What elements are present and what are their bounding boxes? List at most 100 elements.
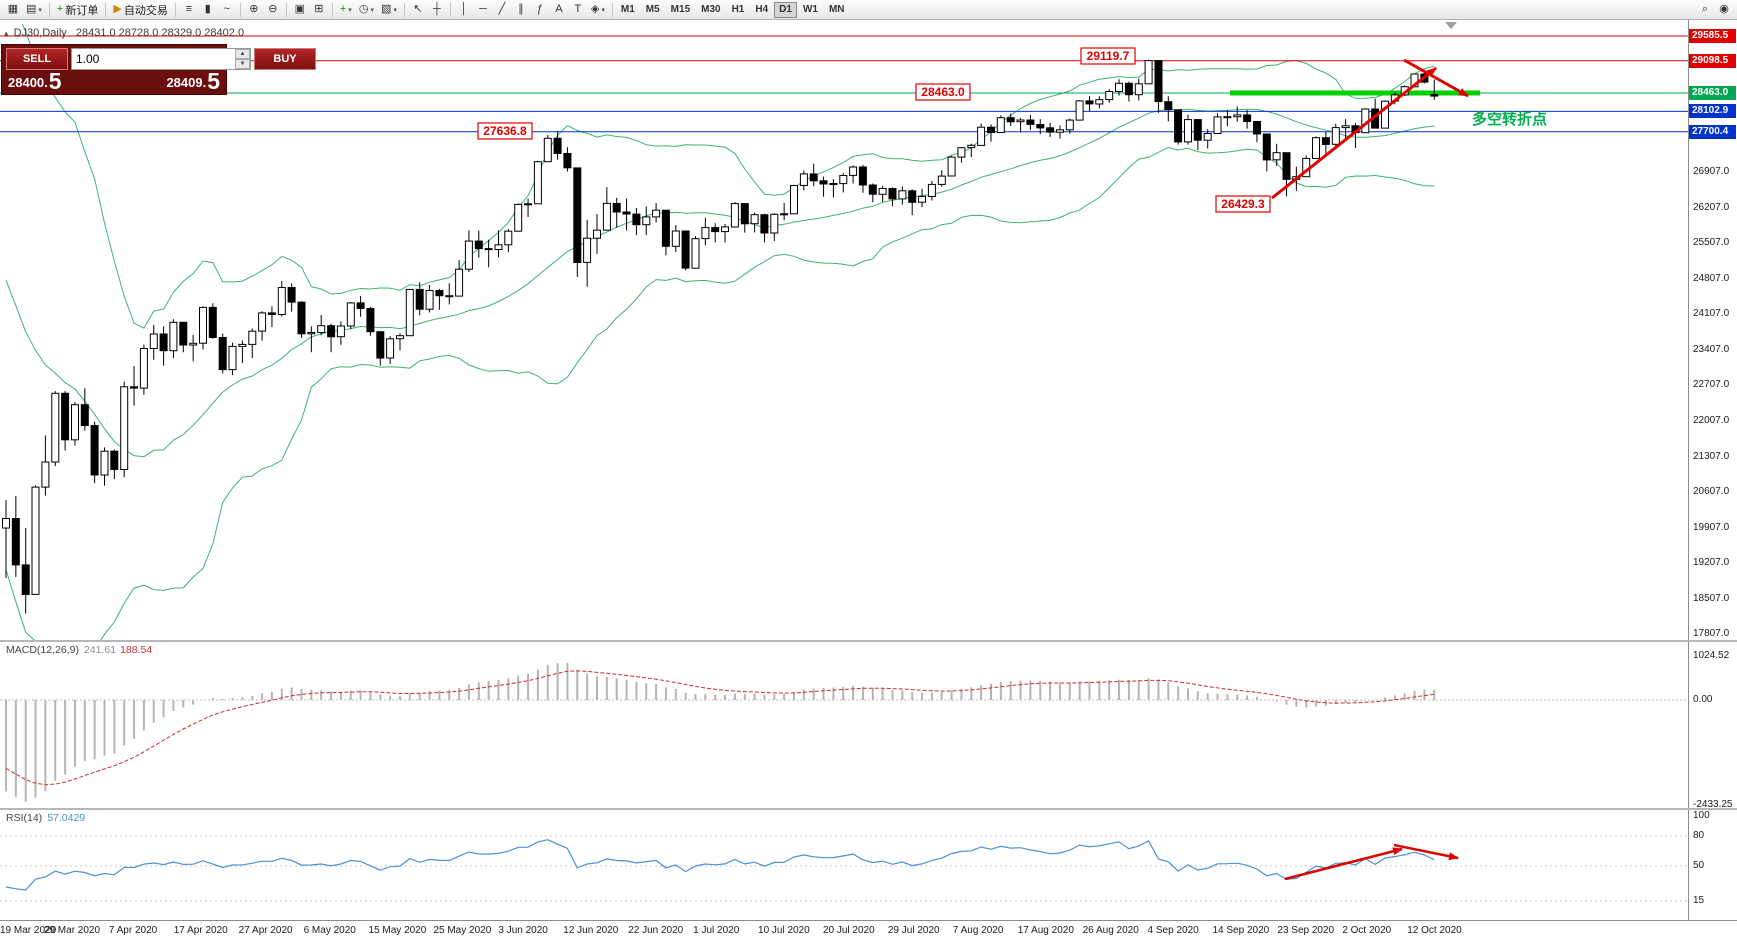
account-button[interactable]: ◉ [1715,1,1733,18]
timeframe-m1-button[interactable]: M1 [616,2,640,18]
arrow-objects-tool-button[interactable]: ◈ ▾ [588,1,608,18]
toolbar-separator [611,2,613,17]
turning-point-text[interactable]: 多空转折点 [1472,110,1547,128]
axis-tick-label: 23407.0 [1693,343,1730,355]
axis-tick-label: 19907.0 [1693,521,1730,533]
label-tool-button[interactable]: T [569,1,587,18]
zoom-in-button[interactable]: ⊕ [245,1,263,18]
trendline-tool-button[interactable]: ╱ [493,1,511,18]
axis-tick-label: 15 [1693,895,1705,906]
line-chart-mode-button[interactable]: ~ [218,1,236,18]
axis-tick-label: 26907.0 [1693,166,1730,178]
macd-pane-layer [0,662,1688,802]
toolbar-separator [403,2,405,17]
autotrading-label: 自动交易 [123,4,168,17]
date-label: 26 Aug 2020 [1082,925,1139,936]
timeframe-mn-button[interactable]: MN [824,2,850,18]
period-selector-icon: ◷ [358,3,369,15]
date-label: 27 Apr 2020 [238,925,293,936]
price-annotation-box[interactable] [915,83,971,101]
volume-spinner: ▲ ▼ [235,49,250,69]
chart-symbol-period: DJ30,Daily [13,27,67,39]
channel-tool-button[interactable]: ∥ [512,1,530,18]
toolbar-separator [174,2,176,17]
chart-shift-marker[interactable] [1445,22,1457,29]
indicators-add-button[interactable]: + ▾ [337,1,355,18]
sell-button[interactable]: SELL [6,48,68,70]
pane-splitter-rsi[interactable] [0,808,1737,810]
date-label: 12 Oct 2020 [1407,925,1462,936]
date-label: 15 May 2020 [368,925,427,936]
new-order-icon: + [56,3,64,15]
volume-decrease-button[interactable]: ▼ [235,59,250,69]
axis-tick-label: 21307.0 [1693,450,1730,462]
horizontal-line-tool-button[interactable]: ─ [474,1,492,18]
axis-tick-label: 1024.52 [1693,649,1730,661]
timeframe-w1-button[interactable]: W1 [798,2,823,18]
volume-input[interactable] [72,49,235,69]
chart-title: ▴ DJ30,Daily 28431.0 28728.0 28329.0 284… [4,27,244,39]
axis-tick-label: 26207.0 [1693,201,1730,213]
chart-profiles-button[interactable]: ▤ ▾ [23,1,45,18]
bars-chart-mode-icon: ≡ [185,3,193,15]
candlestick-mode-icon: ▮ [204,3,211,15]
crosshair-tool-button[interactable]: ┼ [428,1,446,18]
price-annotation-box[interactable] [477,122,533,140]
timeframe-m15-button[interactable]: M15 [666,2,695,18]
grid-toggle-icon: ⊞ [314,3,324,15]
autotrading-icon: ▶ [113,3,122,15]
volume-increase-button[interactable]: ▲ [235,49,250,59]
cursor-tool-icon: ↖ [413,3,423,15]
timeframe-h1-button[interactable]: H1 [727,2,750,18]
axis-tick-label: 50 [1693,860,1705,871]
search-button[interactable]: ⌕ [1696,1,1714,18]
period-selector-button[interactable]: ◷ ▾ [356,1,377,18]
bars-chart-mode-button[interactable]: ≡ [180,1,198,18]
new-chart-button[interactable]: ▦ [4,1,22,18]
autotrading-button[interactable]: ▶ 自动交易 [110,1,170,18]
trend-arrow[interactable] [1403,58,1469,98]
toolbar-separator [48,2,50,17]
zoom-out-button[interactable]: ⊖ [264,1,282,18]
trend-arrow[interactable] [1271,66,1437,200]
chart-ohlc-values: 28431.0 28728.0 28329.0 28402.0 [75,27,245,39]
axis-tick-label: 22007.0 [1693,414,1730,426]
trend-arrow[interactable] [1284,847,1403,881]
price-annotation-box[interactable] [1215,195,1271,213]
text-tool-icon: A [555,3,563,15]
template-selector-button[interactable]: ▧ ▾ [378,1,400,18]
trend-arrow[interactable] [1393,843,1459,861]
text-tool-button[interactable]: A [550,1,568,18]
candlestick-mode-button[interactable]: ▮ [199,1,217,18]
date-label: 10 Jul 2020 [758,925,810,936]
axis-tick-label: 80 [1693,830,1705,841]
timeframe-buttons-group: M1 M5 M15 M30 H1 H4 D1 W1 MN [616,0,850,19]
pane-splitter-macd[interactable] [0,640,1737,642]
price-annotation-box[interactable] [1080,47,1136,65]
date-label: 12 Jun 2020 [563,925,619,936]
time-scale[interactable]: 19 Mar 2020 29 Mar 2020 7 Apr 2020 17 Apr 2… [0,920,1737,942]
fibonacci-tool-button[interactable]: ƒ [531,1,549,18]
date-label: 3 Jun 2020 [498,925,548,936]
buy-button[interactable]: BUY [254,48,316,70]
timeframe-d1-button[interactable]: D1 [774,1,797,18]
cursor-tool-button[interactable]: ↖ [409,1,427,18]
new-order-button[interactable]: + 新订单 [54,1,101,18]
timeframe-h4-button[interactable]: H4 [750,2,773,18]
timeframe-m5-button[interactable]: M5 [641,2,665,18]
template-selector-caret-icon: ▾ [393,6,397,14]
axis-tick-label: 25507.0 [1693,237,1730,249]
axis-tick-label: 100 [1693,810,1710,821]
timeframe-m30-button[interactable]: M30 [696,2,725,18]
auto-arrange-button[interactable]: ▣ [291,1,309,18]
sell-price: 28400. 5 [8,68,62,94]
one-click-collapse-icon[interactable]: ▴ [4,28,9,38]
price-line-marker: 29098.5 [1689,53,1736,68]
vertical-line-tool-button[interactable]: │ [455,1,473,18]
grid-toggle-button[interactable]: ⊞ [310,1,328,18]
crosshair-tool-icon: ┼ [432,3,441,15]
price-scale[interactable]: 27607.026907.026207.025507.024807.024107… [1688,20,1737,920]
date-label: 2 Oct 2020 [1342,925,1392,936]
date-label: 6 May 2020 [303,925,356,936]
